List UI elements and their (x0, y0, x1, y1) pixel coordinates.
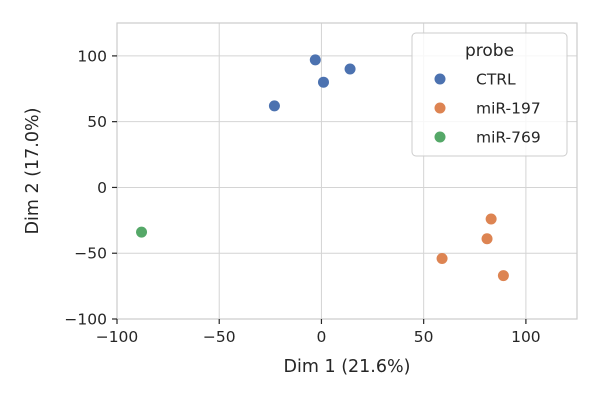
legend-marker (434, 102, 446, 114)
y-axis-title: Dim 2 (17.0%) (23, 108, 43, 235)
legend-marker (434, 73, 446, 85)
legend-label: CTRL (476, 71, 516, 89)
plot-frame (116, 22, 578, 320)
data-point-series-2 (136, 226, 148, 238)
data-points (136, 54, 509, 282)
x-tick-label: −50 (203, 328, 236, 346)
data-point-series-0 (317, 76, 329, 88)
data-point-series-0 (309, 54, 321, 66)
data-point-series-1 (485, 213, 497, 225)
x-tick-label: 100 (511, 328, 541, 346)
legend-marker (434, 131, 446, 143)
y-tick-label: 100 (77, 47, 107, 65)
data-point-series-1 (497, 270, 509, 282)
y-tick-label: −100 (64, 311, 107, 329)
legend-title: probe (465, 41, 514, 61)
data-point-series-0 (268, 100, 280, 112)
x-tick-label: −100 (96, 328, 139, 346)
x-axis-title: Dim 1 (21.6%) (284, 357, 411, 377)
y-tick-label: 0 (97, 179, 107, 197)
y-tick-label: 50 (87, 113, 107, 131)
legend-label: miR-769 (476, 129, 541, 147)
legend-box (411, 32, 568, 157)
legend-label: miR-197 (476, 100, 541, 118)
legend: probe CTRL miR-197 miR-769 (411, 32, 568, 157)
x-tick-label: 50 (414, 328, 434, 346)
axis-ticks: −100 −50 0 50 100 −100 −50 0 50 100 (64, 47, 540, 346)
x-tick-label: 0 (317, 328, 327, 346)
data-point-series-1 (481, 233, 493, 245)
y-tick-label: −50 (74, 245, 107, 263)
data-point-series-1 (436, 252, 448, 264)
data-point-series-0 (344, 63, 356, 75)
